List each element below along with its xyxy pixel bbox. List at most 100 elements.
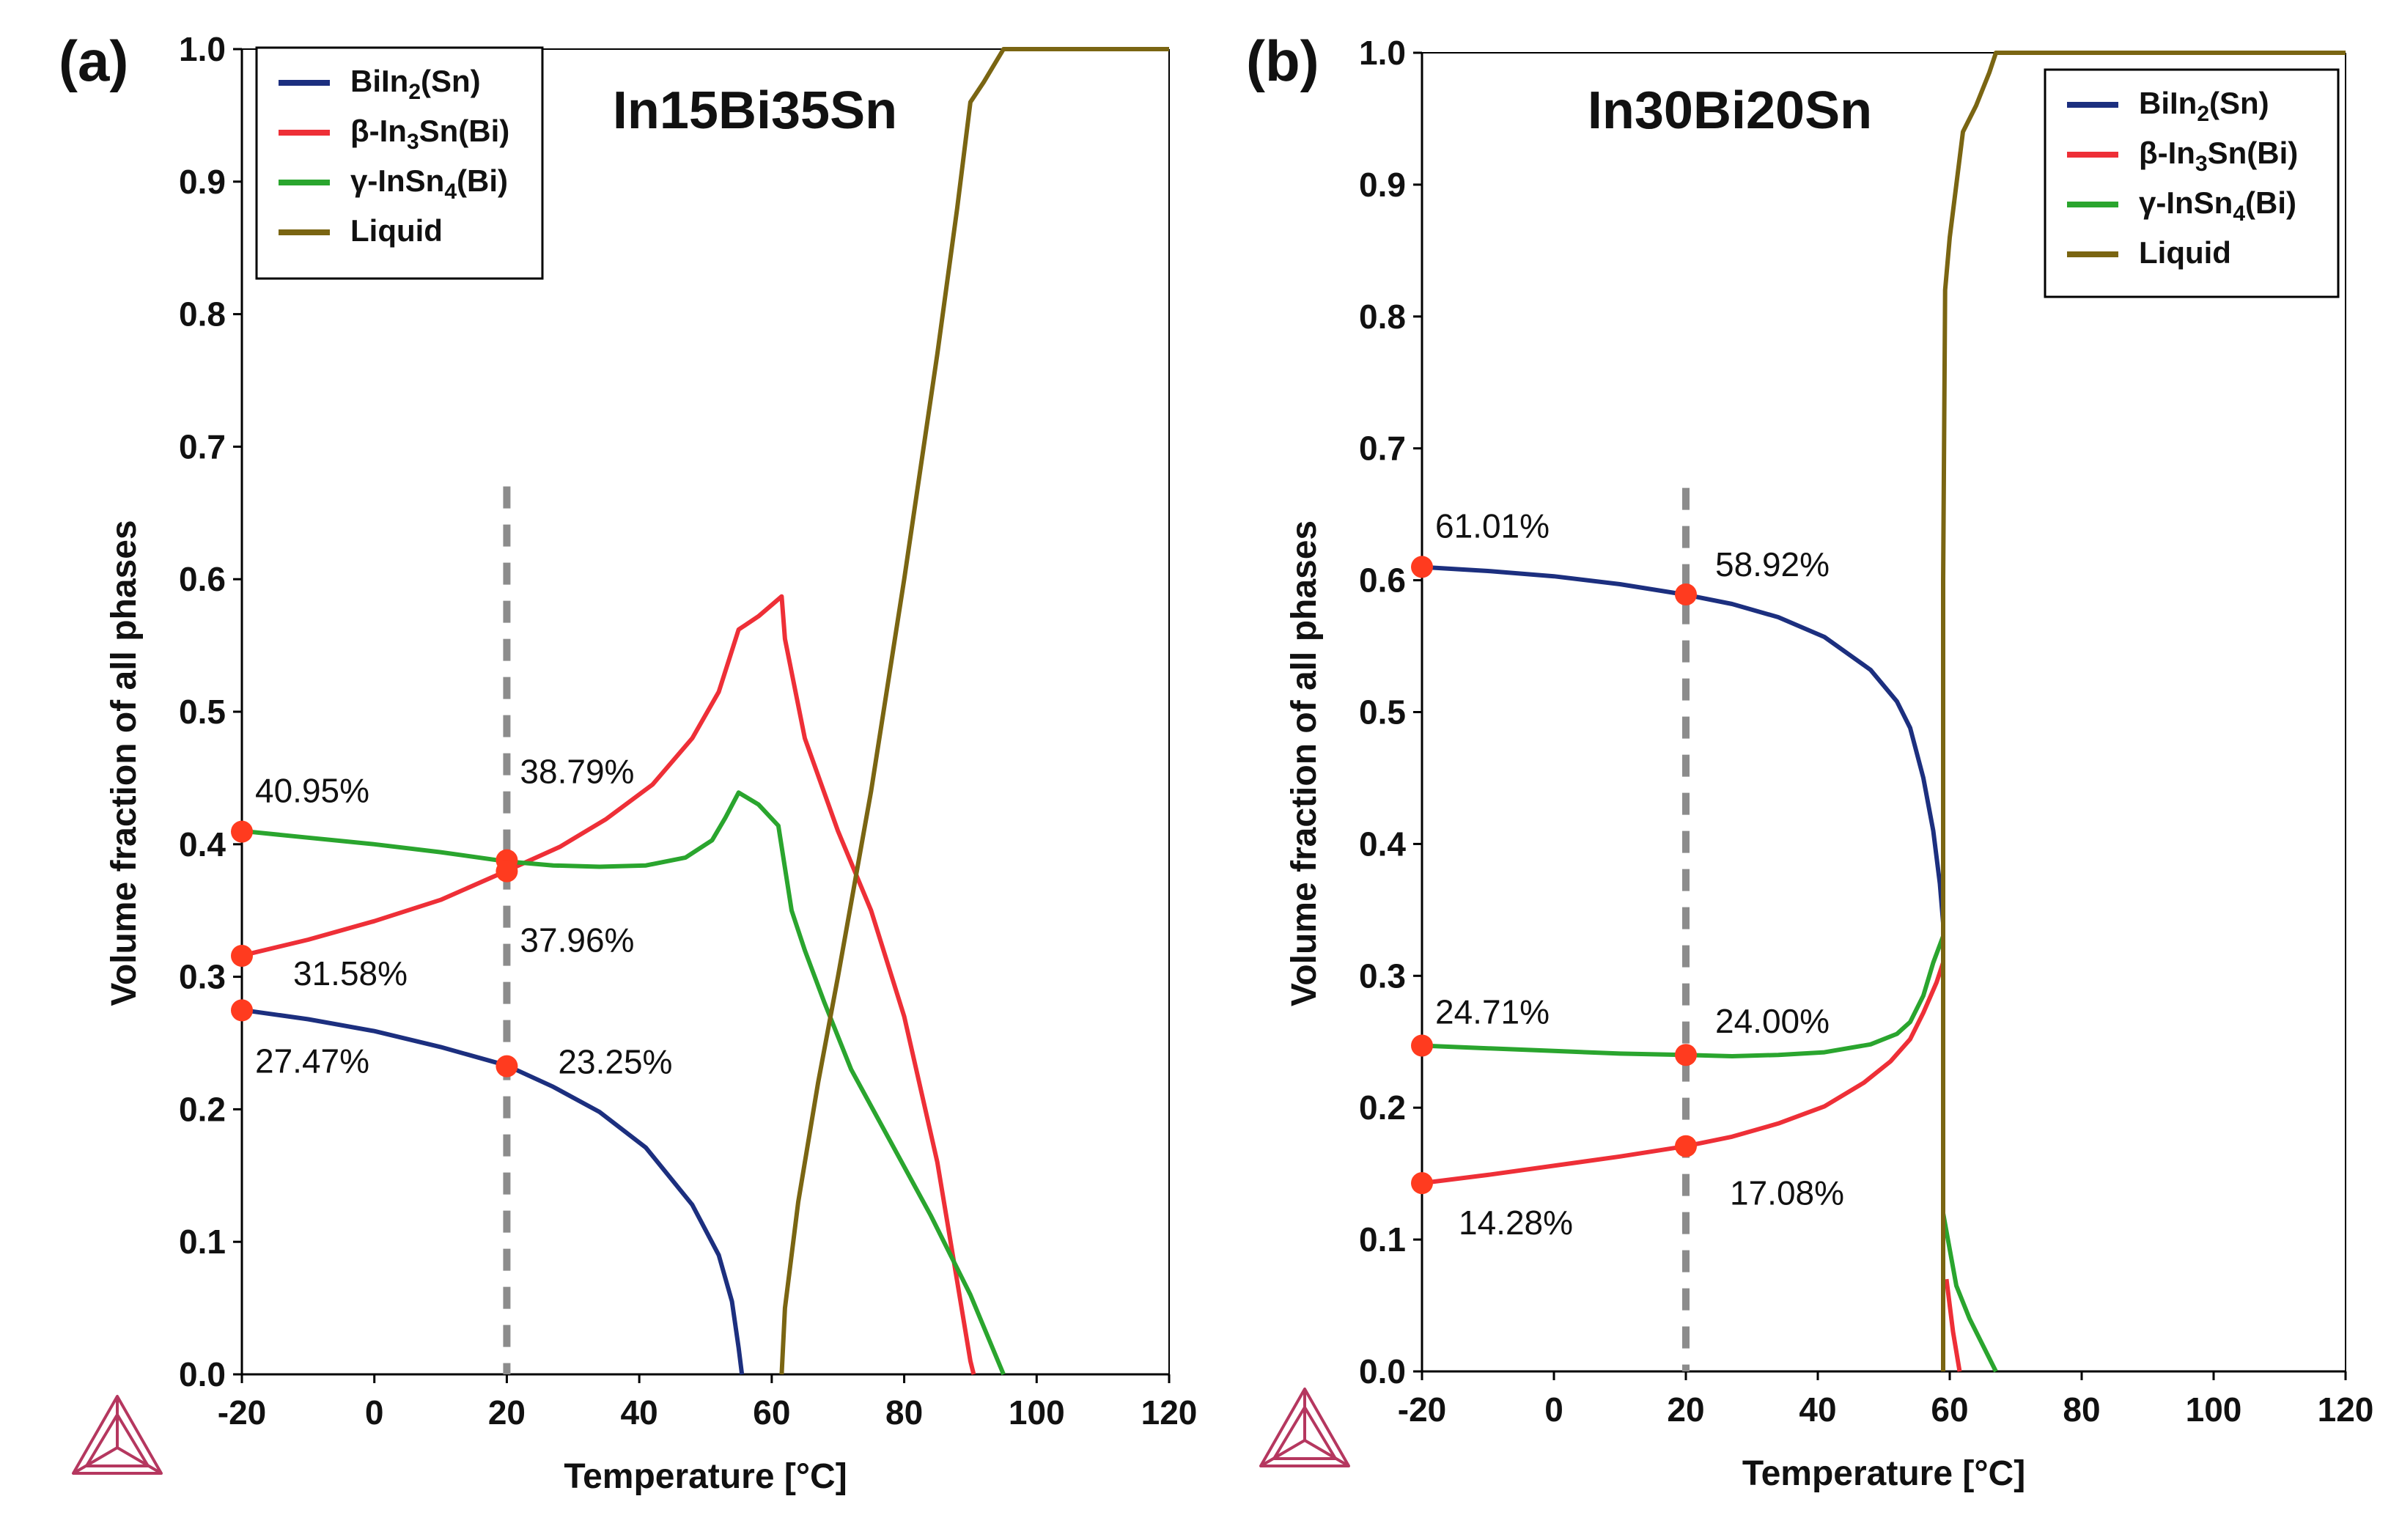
- logo-line: [116, 1446, 163, 1475]
- x-tick-label: 40: [1799, 1390, 1836, 1429]
- y-tick-label: 0.1: [179, 1223, 226, 1261]
- panel-b: 0.0 0.1 0.2 0.3 0.4 0.5 0.6 0.7 0.8 0.9 1.0 -20 0 20 4…: [1246, 29, 2373, 1493]
- y-tick-label: 0.3: [1359, 957, 1406, 995]
- series-line-liquid: [779, 47, 1169, 1375]
- y-tick-label: 1.0: [1359, 34, 1406, 72]
- y-tick-label: 0.6: [1359, 561, 1406, 600]
- data-point-marker: [495, 1055, 518, 1077]
- x-tick-label: 100: [2186, 1390, 2242, 1429]
- legend-label-suffix: Sn(Bi): [419, 114, 510, 148]
- y-tick-label: 0.4: [179, 825, 226, 863]
- legend-label-subscript: 3: [407, 130, 419, 154]
- data-point-label: 58.92%: [1715, 545, 1830, 583]
- data-point-label: 23.25%: [558, 1043, 672, 1081]
- legend-label-beta: β-In3Sn(Bi): [350, 114, 509, 154]
- legend-label-main: β-In: [2139, 136, 2195, 170]
- legend-label-gamma: γ-InSn4(Bi): [350, 163, 508, 204]
- legend-label-suffix: Sn(Bi): [2208, 136, 2299, 170]
- legend-label-suffix: (Bi): [457, 163, 508, 198]
- data-point-marker: [1411, 556, 1433, 578]
- series-line-biin2: [241, 1007, 745, 1375]
- y-tick-label: 0.9: [179, 163, 226, 201]
- y-tick-label: 0.5: [1359, 693, 1406, 732]
- y-tick-label: 1.0: [179, 30, 226, 68]
- x-axis-title: Temperature [°C]: [564, 1457, 847, 1496]
- y-tick-label: 0.0: [179, 1355, 226, 1393]
- data-point-marker: [231, 999, 253, 1022]
- y-tick-label: 0.7: [179, 427, 226, 465]
- legend-label-subscript: 2: [2197, 102, 2209, 126]
- y-tick-label: 0.3: [179, 958, 226, 996]
- logo-inner-triangle: [1272, 1406, 1337, 1460]
- legend-label-main: BiIn: [350, 64, 408, 98]
- logo-outer-triangle: [72, 1395, 163, 1475]
- y-tick-label: 0.2: [1359, 1088, 1406, 1127]
- logo-inner-triangle: [85, 1413, 150, 1467]
- series-line-liquid: [1941, 51, 2346, 1371]
- data-point-marker: [495, 860, 518, 883]
- legend-box: [255, 46, 544, 280]
- data-point-label: 24.71%: [1435, 992, 1550, 1031]
- y-tick-label: 0.7: [1359, 430, 1406, 468]
- legend-label-main: Liquid: [2139, 235, 2231, 270]
- x-tick-label: 60: [753, 1393, 790, 1432]
- data-point-marker: [1675, 1135, 1697, 1157]
- series-line-beta: [241, 594, 976, 1375]
- legend-label-biin2: BiIn2(Sn): [2139, 86, 2269, 126]
- data-point-marker: [231, 945, 253, 968]
- legend-label-subscript: 4: [2233, 202, 2245, 226]
- y-tick-label: 0.4: [1359, 825, 1406, 863]
- y-tick-label: 0.8: [1359, 298, 1406, 336]
- legend-label-subscript: 4: [444, 180, 457, 204]
- data-point-label: 24.00%: [1715, 1002, 1830, 1040]
- data-point-marker: [231, 820, 253, 843]
- x-tick-label: 100: [1009, 1393, 1065, 1432]
- legend-label-subscript: 2: [408, 80, 421, 104]
- legend-label-suffix: (Bi): [2245, 185, 2296, 220]
- legend-label-gamma: γ-InSn4(Bi): [2139, 185, 2296, 226]
- logo-line: [72, 1446, 119, 1475]
- y-tick-label: 0.9: [1359, 166, 1406, 204]
- data-point-marker: [1411, 1172, 1433, 1195]
- data-point-label: 61.01%: [1435, 506, 1550, 545]
- x-tick-label: 0: [1544, 1390, 1563, 1429]
- x-tick-label: -20: [1398, 1390, 1446, 1429]
- y-axis-title: Volume fraction of all phases: [1285, 520, 1324, 1006]
- x-tick-label: 120: [2318, 1390, 2374, 1429]
- logo-line: [1303, 1439, 1350, 1467]
- series-tail-gamma: [1941, 1212, 1998, 1373]
- logo-line: [1259, 1439, 1306, 1467]
- y-tick-label: 0.1: [1359, 1220, 1406, 1259]
- data-point-label: 14.28%: [1459, 1204, 1573, 1242]
- series-line-gamma: [241, 790, 1006, 1376]
- legend-label-main: β-In: [350, 114, 407, 148]
- series-tail-beta: [1944, 1278, 1962, 1372]
- x-tick-label: 120: [1141, 1393, 1198, 1432]
- logo-outer-triangle: [1259, 1388, 1350, 1467]
- legend: BiIn2(Sn) β-In3Sn(Bi) γ-InSn4(Bi) Liquid: [2044, 68, 2340, 298]
- panel-label: (b): [1246, 29, 1319, 93]
- x-tick-label: 40: [621, 1393, 658, 1432]
- data-point-marker: [1675, 583, 1697, 606]
- x-tick-label: 80: [2063, 1390, 2100, 1429]
- legend-label-liquid: Liquid: [350, 213, 443, 248]
- chart-title: In30Bi20Sn: [1588, 81, 1872, 140]
- legend-label-main: γ-InSn: [2139, 185, 2233, 220]
- data-point-label: 37.96%: [520, 921, 634, 959]
- panel-label: (a): [59, 29, 128, 93]
- legend: BiIn2(Sn) β-In3Sn(Bi) γ-InSn4(Bi) Liquid: [255, 46, 544, 280]
- legend-label-main: Liquid: [350, 213, 443, 248]
- data-point-label: 38.79%: [520, 753, 634, 791]
- logo-icon: [1259, 1388, 1350, 1467]
- x-tick-label: -20: [218, 1393, 266, 1432]
- data-point-label: 31.58%: [293, 954, 408, 992]
- data-point-label: 27.47%: [255, 1042, 369, 1080]
- x-tick-label: 0: [365, 1393, 384, 1432]
- series-line-beta: [1421, 962, 1945, 1186]
- logo-icon: [72, 1395, 163, 1475]
- x-tick-label: 20: [488, 1393, 526, 1432]
- x-tick-label: 20: [1667, 1390, 1704, 1429]
- x-tick-label: 60: [1931, 1390, 1968, 1429]
- legend-label-suffix: (Sn): [421, 64, 481, 98]
- y-axis-title: Volume fraction of all phases: [105, 520, 144, 1006]
